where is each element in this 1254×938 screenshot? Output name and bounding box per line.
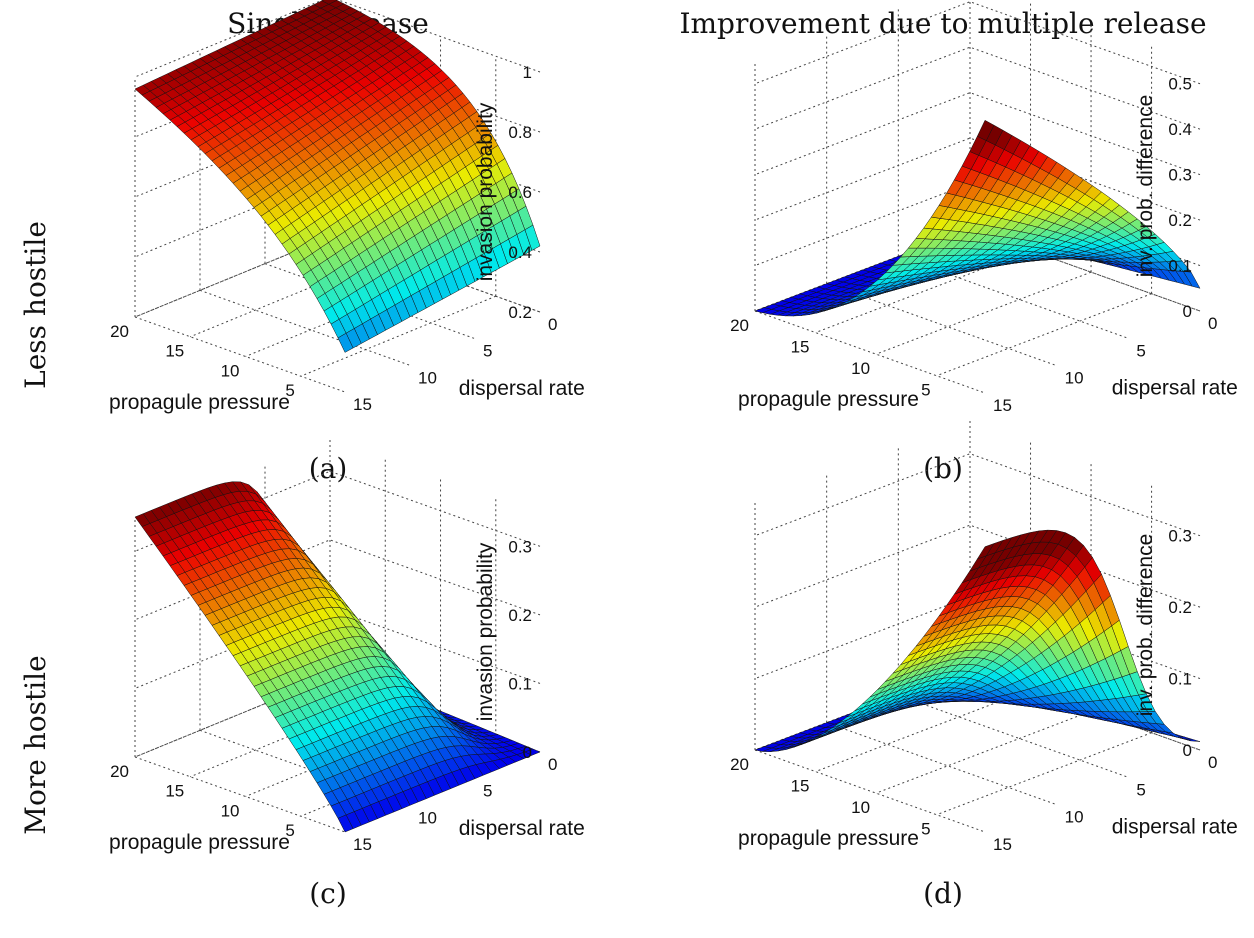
y-tick-label: 15 bbox=[353, 835, 372, 854]
x-tick-label: 5 bbox=[921, 381, 930, 400]
x-tick-label: 15 bbox=[165, 342, 184, 361]
surface-patch bbox=[337, 332, 354, 353]
x-tick-label: 20 bbox=[110, 762, 129, 781]
x-tick-label: 15 bbox=[165, 782, 184, 801]
y-tick-label: 5 bbox=[1136, 341, 1145, 360]
x-tick-label: 10 bbox=[851, 798, 870, 817]
z-tick-label: 0 bbox=[523, 743, 532, 762]
surface-patch bbox=[976, 119, 995, 141]
z-tick-label: 0.6 bbox=[508, 183, 532, 202]
y-axis-title: dispersal rate bbox=[459, 817, 585, 840]
z-tick-label: 0.1 bbox=[508, 674, 532, 693]
axis-labels: 0 0.1 0.2 0.3 5 10 15 20 0 5 10 15 bbox=[730, 527, 1217, 854]
z-tick-label: 1 bbox=[523, 63, 532, 82]
x-tick-label: 5 bbox=[921, 820, 930, 839]
z-tick-label: 0.4 bbox=[508, 243, 532, 262]
x-axis-title: propagule pressure bbox=[738, 388, 919, 411]
surface-patch bbox=[976, 543, 995, 560]
z-tick-label: 0.3 bbox=[1168, 166, 1192, 185]
x-axis-title: propagule pressure bbox=[109, 831, 290, 854]
row-title-less-hostile: Less hostile bbox=[19, 221, 52, 389]
surface-mesh bbox=[134, 481, 541, 833]
z-tick-label: 0.8 bbox=[508, 123, 532, 142]
y-tick-label: 10 bbox=[1065, 808, 1084, 827]
z-tick-label: 0.4 bbox=[1168, 120, 1192, 139]
y-tick-label: 15 bbox=[353, 395, 372, 414]
y-tick-label: 0 bbox=[548, 755, 557, 774]
x-tick-label: 20 bbox=[730, 755, 749, 774]
z-axis-title: inv. prob. difference bbox=[1134, 95, 1157, 278]
z-tick-label: 0.1 bbox=[1168, 257, 1192, 276]
surface-mesh bbox=[134, 0, 541, 353]
axis-labels: 0 0.1 0.2 0.3 5 10 15 20 0 5 10 15 bbox=[110, 537, 557, 854]
chart-panel-b: 0 0.1 0.2 0.3 0.4 0.5 5 10 15 20 0 5 10 15 propagule p… bbox=[730, 0, 1238, 485]
y-tick-label: 15 bbox=[993, 835, 1012, 854]
z-tick-label: 0.2 bbox=[1168, 598, 1192, 617]
surface-mesh bbox=[754, 119, 1201, 317]
panel-label: (c) bbox=[309, 877, 347, 910]
panel-label: (d) bbox=[923, 877, 963, 910]
chart-panel-d: 0 0.1 0.2 0.3 5 10 15 20 0 5 10 15 propagule pressur… bbox=[730, 418, 1238, 910]
z-tick-label: 0 bbox=[1183, 741, 1192, 760]
surface-mesh bbox=[754, 529, 1201, 752]
x-tick-label: 10 bbox=[221, 801, 240, 820]
y-tick-label: 10 bbox=[418, 808, 437, 827]
x-tick-label: 15 bbox=[791, 777, 810, 796]
y-axis-title: dispersal rate bbox=[1112, 816, 1238, 839]
y-axis-title: dispersal rate bbox=[1112, 377, 1238, 400]
y-tick-label: 15 bbox=[993, 396, 1012, 415]
z-tick-label: 0.5 bbox=[1168, 75, 1192, 94]
z-axis-title: invasion probability bbox=[474, 542, 497, 721]
z-tick-label: 0.2 bbox=[1168, 211, 1192, 230]
z-tick-label: 0 bbox=[1183, 302, 1192, 321]
x-tick-label: 20 bbox=[730, 316, 749, 335]
z-tick-label: 0.1 bbox=[1168, 670, 1192, 689]
panel-label: (a) bbox=[309, 452, 348, 485]
row-title-more-hostile: More hostile bbox=[19, 655, 52, 834]
column-title-improvement: Improvement due to multiple release bbox=[679, 7, 1206, 40]
y-tick-label: 5 bbox=[483, 342, 492, 361]
z-axis-title: inv. prob. difference bbox=[1134, 534, 1157, 717]
z-tick-label: 0.3 bbox=[1168, 527, 1192, 546]
x-tick-label: 10 bbox=[221, 361, 240, 380]
y-axis-title: dispersal rate bbox=[459, 377, 585, 400]
z-tick-label: 0.2 bbox=[508, 606, 532, 625]
y-tick-label: 0 bbox=[548, 315, 557, 334]
x-tick-label: 5 bbox=[285, 821, 294, 840]
x-axis-title: propagule pressure bbox=[738, 827, 919, 850]
x-axis-title: propagule pressure bbox=[109, 391, 290, 414]
z-tick-label: 0.3 bbox=[508, 537, 532, 556]
axis-labels: 0 0.1 0.2 0.3 0.4 0.5 5 10 15 20 0 5 10 15 bbox=[730, 75, 1217, 415]
y-tick-label: 10 bbox=[1065, 369, 1084, 388]
surface-patch bbox=[337, 814, 354, 833]
chart-panel-c: 0 0.1 0.2 0.3 5 10 15 20 0 5 10 15 propagule pressur… bbox=[109, 437, 585, 910]
z-tick-label: 0.2 bbox=[508, 303, 532, 322]
z-axis-title: invasion probability bbox=[474, 102, 497, 281]
x-tick-label: 10 bbox=[851, 359, 870, 378]
y-tick-label: 5 bbox=[483, 782, 492, 801]
x-tick-label: 15 bbox=[791, 338, 810, 357]
panel-label: (b) bbox=[923, 452, 963, 485]
x-tick-label: 5 bbox=[285, 381, 294, 400]
x-tick-label: 20 bbox=[110, 322, 129, 341]
y-tick-label: 10 bbox=[418, 368, 437, 387]
y-tick-label: 0 bbox=[1208, 314, 1217, 333]
y-tick-label: 5 bbox=[1136, 780, 1145, 799]
y-tick-label: 0 bbox=[1208, 753, 1217, 772]
